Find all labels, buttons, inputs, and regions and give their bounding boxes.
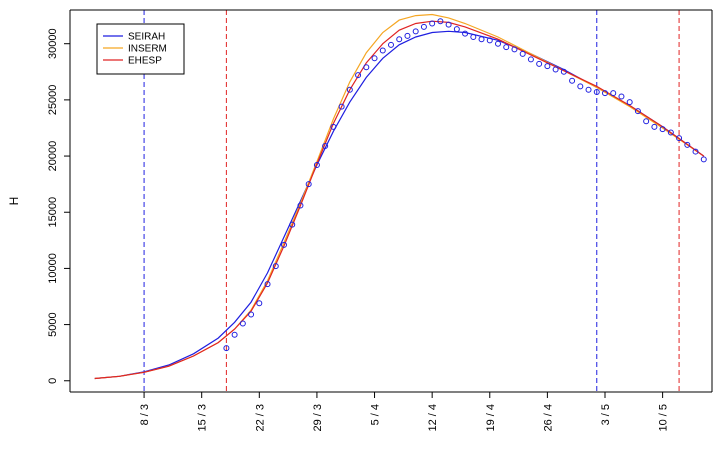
observed-point — [289, 221, 296, 228]
observed-point — [643, 118, 650, 125]
observed-point — [404, 32, 411, 39]
observed-point — [239, 320, 246, 327]
series-line-ehesp — [94, 20, 705, 380]
observed-point — [585, 86, 592, 93]
observed-point — [692, 148, 699, 155]
series-line-inserm — [94, 13, 705, 380]
observed-point — [297, 202, 304, 209]
plot-area — [94, 10, 707, 392]
observed-point — [667, 129, 674, 136]
y-tick-label: 15000 — [47, 197, 59, 228]
observed-point — [684, 141, 691, 148]
observed-point — [511, 46, 518, 53]
x-tick-label: 12 / 4 — [427, 404, 439, 432]
x-tick-label: 8 / 3 — [139, 404, 151, 425]
observed-point — [536, 60, 543, 67]
legend-box — [96, 23, 185, 75]
observed-point — [420, 23, 427, 30]
observed-point — [379, 47, 386, 54]
x-tick-label: 29 / 3 — [312, 404, 324, 432]
observed-point — [388, 41, 394, 48]
observed-point — [437, 18, 444, 25]
observed-point — [560, 68, 567, 75]
x-tick-label: 10 / 5 — [658, 404, 670, 432]
observed-point — [503, 44, 510, 51]
y-tick-label: 30000 — [47, 28, 59, 59]
observed-point — [346, 86, 353, 93]
y-tick-label: 25000 — [47, 85, 59, 116]
axes: 0 5000 10000 15000 20000 25000 30000 8 / 3 15 / … — [47, 9, 713, 432]
y-tick-label: 5000 — [47, 312, 59, 336]
observed-point — [618, 93, 625, 100]
observed-point — [371, 55, 378, 62]
observed-point — [363, 64, 370, 71]
observed-point — [593, 89, 600, 96]
y-tick-label: 10000 — [47, 253, 59, 284]
observed-point — [330, 123, 337, 130]
observed-point — [470, 33, 477, 40]
observed-point — [453, 26, 460, 33]
legend-label-ehesp: EHESP — [128, 56, 162, 67]
observed-point — [281, 241, 287, 248]
observed-point — [495, 40, 501, 47]
y-tick-label: 0 — [47, 378, 59, 384]
observed-point — [322, 142, 329, 149]
observed-point — [602, 90, 608, 97]
observed-point — [313, 162, 320, 169]
y-tick-label: 20000 — [47, 141, 59, 172]
observed-point — [256, 300, 263, 307]
y-axis-label: H — [7, 197, 21, 206]
observed-point — [355, 72, 362, 79]
observed-point — [338, 103, 345, 110]
observed-point — [445, 21, 452, 28]
observed-point — [544, 63, 551, 70]
observed-point — [634, 108, 641, 115]
observed-point — [305, 181, 312, 188]
observed-point — [462, 30, 469, 37]
observed-point — [569, 77, 576, 84]
observed-point — [272, 263, 279, 270]
x-tick-label: 15 / 3 — [197, 404, 209, 432]
observed-point — [429, 20, 436, 27]
observed-point — [264, 281, 271, 288]
observed-point — [676, 135, 683, 142]
x-tick-label: 26 / 4 — [542, 404, 554, 432]
observed-point — [478, 36, 485, 43]
observed-point — [519, 50, 526, 57]
observed-point — [577, 83, 584, 90]
observed-point — [396, 36, 403, 43]
x-tick-label: 22 / 3 — [254, 404, 266, 432]
observed-point — [552, 66, 559, 73]
observed-point — [527, 56, 534, 63]
observed-point — [223, 345, 230, 352]
legend-label-seirah: SEIRAH — [128, 32, 165, 43]
observed-point — [651, 123, 658, 130]
series-line-seirah — [94, 30, 705, 380]
observed-point — [231, 331, 238, 338]
observed-point — [700, 156, 707, 163]
observed-point — [626, 99, 633, 106]
observed-point — [412, 28, 419, 35]
observed-point — [610, 90, 617, 97]
observed-point — [486, 37, 493, 44]
x-tick-label: 5 / 4 — [370, 404, 382, 425]
observed-point — [248, 311, 255, 318]
x-tick-label: 3 / 5 — [600, 404, 612, 425]
observed-point — [659, 126, 666, 133]
legend-label-inserm: INSERM — [128, 44, 167, 55]
x-tick-label: 19 / 4 — [485, 404, 497, 432]
